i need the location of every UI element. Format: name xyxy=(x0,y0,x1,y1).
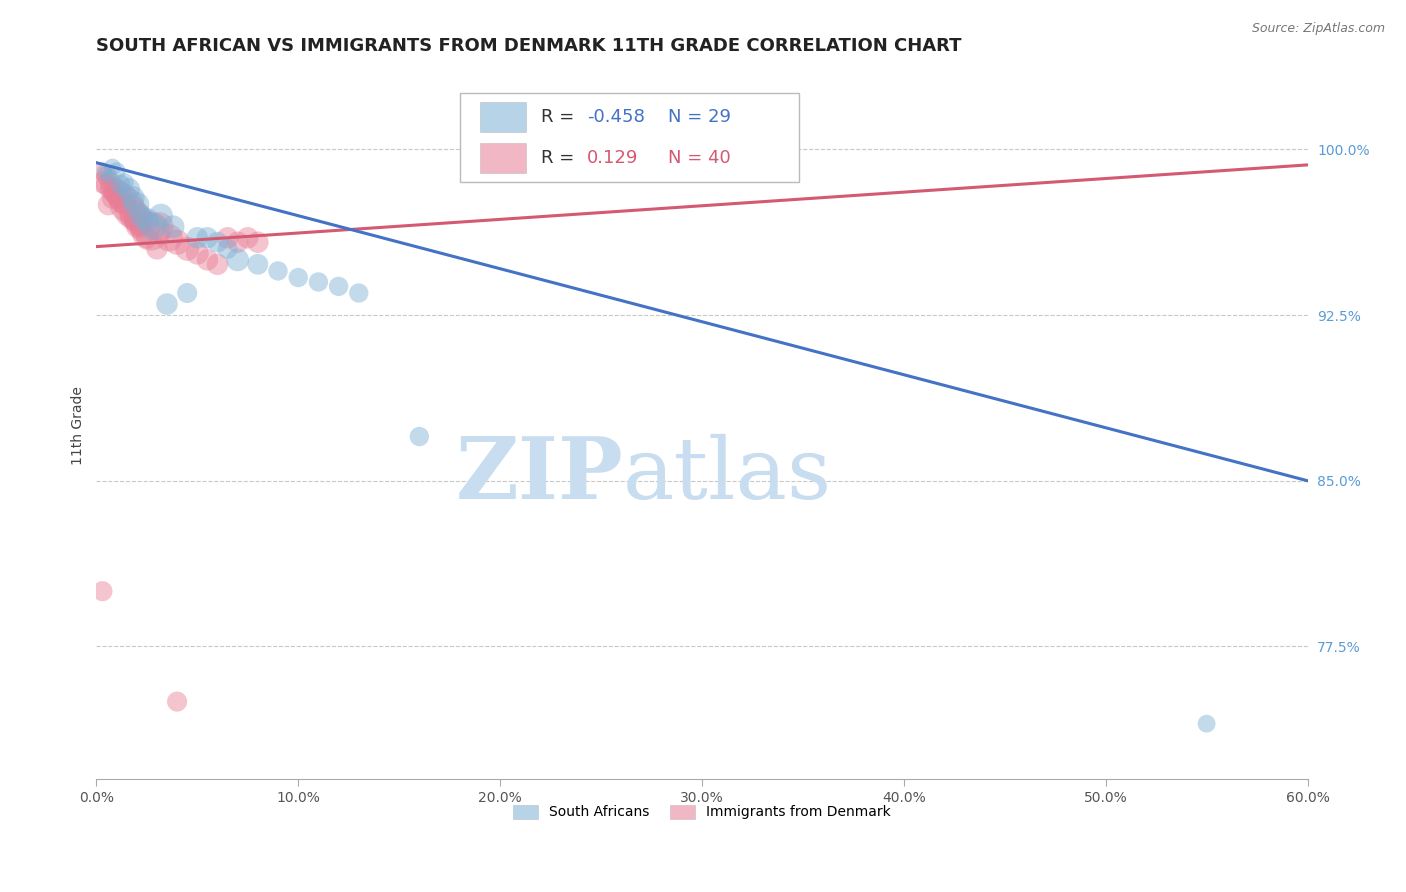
Text: atlas: atlas xyxy=(623,434,832,516)
Point xyxy=(114,176,136,190)
Point xyxy=(162,219,184,234)
Point xyxy=(207,235,229,250)
Point xyxy=(97,197,120,211)
Text: R =: R = xyxy=(541,108,579,126)
Point xyxy=(307,275,329,289)
Point xyxy=(146,242,169,256)
Point xyxy=(166,235,188,250)
Point xyxy=(121,191,143,205)
Point xyxy=(129,219,152,234)
FancyBboxPatch shape xyxy=(481,103,526,132)
Point xyxy=(135,231,157,245)
Point xyxy=(217,242,239,256)
Point xyxy=(100,182,122,196)
Point xyxy=(156,297,179,311)
Point xyxy=(91,176,114,190)
Point xyxy=(125,219,148,234)
Point xyxy=(115,197,138,211)
Point xyxy=(246,257,269,271)
Text: Source: ZipAtlas.com: Source: ZipAtlas.com xyxy=(1251,22,1385,36)
Text: R =: R = xyxy=(541,149,579,167)
Point xyxy=(195,231,218,245)
Point xyxy=(1195,716,1218,731)
Point xyxy=(115,200,138,214)
FancyBboxPatch shape xyxy=(481,143,526,173)
Point xyxy=(166,695,188,709)
Text: N = 40: N = 40 xyxy=(668,149,731,167)
Point xyxy=(125,197,148,211)
Point xyxy=(93,164,115,178)
Point xyxy=(103,182,125,196)
Legend: South Africans, Immigrants from Denmark: South Africans, Immigrants from Denmark xyxy=(508,799,897,825)
Point xyxy=(101,191,124,205)
Point xyxy=(105,164,128,178)
Point xyxy=(100,176,122,190)
Point xyxy=(107,186,129,201)
Point xyxy=(111,191,134,205)
Point xyxy=(267,264,290,278)
Point xyxy=(139,224,162,238)
Point xyxy=(118,182,141,196)
Point xyxy=(176,285,198,300)
Point xyxy=(226,252,249,267)
Point xyxy=(134,219,156,234)
Point xyxy=(142,219,165,234)
Point xyxy=(96,169,118,183)
Y-axis label: 11th Grade: 11th Grade xyxy=(72,386,86,465)
Point xyxy=(148,219,170,234)
Point xyxy=(103,186,125,201)
Point xyxy=(129,209,152,223)
Text: N = 29: N = 29 xyxy=(668,108,731,126)
Point xyxy=(236,231,259,245)
Point xyxy=(186,231,208,245)
Point xyxy=(124,209,146,223)
Point xyxy=(96,178,118,192)
Text: ZIP: ZIP xyxy=(456,433,623,517)
Point xyxy=(107,191,129,205)
Point xyxy=(135,213,157,227)
Point xyxy=(195,252,218,267)
Point xyxy=(246,235,269,250)
Point xyxy=(91,584,114,599)
Point xyxy=(111,195,134,210)
Point xyxy=(128,213,150,227)
Point xyxy=(120,204,142,219)
Point xyxy=(124,213,146,227)
Point xyxy=(101,160,124,174)
Point xyxy=(347,285,370,300)
Point xyxy=(328,279,350,293)
Point xyxy=(91,164,114,178)
Point xyxy=(287,270,309,285)
Point xyxy=(97,169,120,183)
Point xyxy=(226,235,249,250)
Point xyxy=(207,257,229,271)
Text: -0.458: -0.458 xyxy=(586,108,645,126)
FancyBboxPatch shape xyxy=(460,94,799,182)
Text: 0.129: 0.129 xyxy=(586,149,638,167)
Point xyxy=(217,231,239,245)
Text: SOUTH AFRICAN VS IMMIGRANTS FROM DENMARK 11TH GRADE CORRELATION CHART: SOUTH AFRICAN VS IMMIGRANTS FROM DENMARK… xyxy=(97,37,962,55)
Point xyxy=(149,209,172,223)
Point xyxy=(408,429,430,443)
Point xyxy=(110,178,132,192)
Point xyxy=(186,246,208,260)
Point xyxy=(120,209,142,223)
Point xyxy=(176,242,198,256)
Point xyxy=(157,231,180,245)
